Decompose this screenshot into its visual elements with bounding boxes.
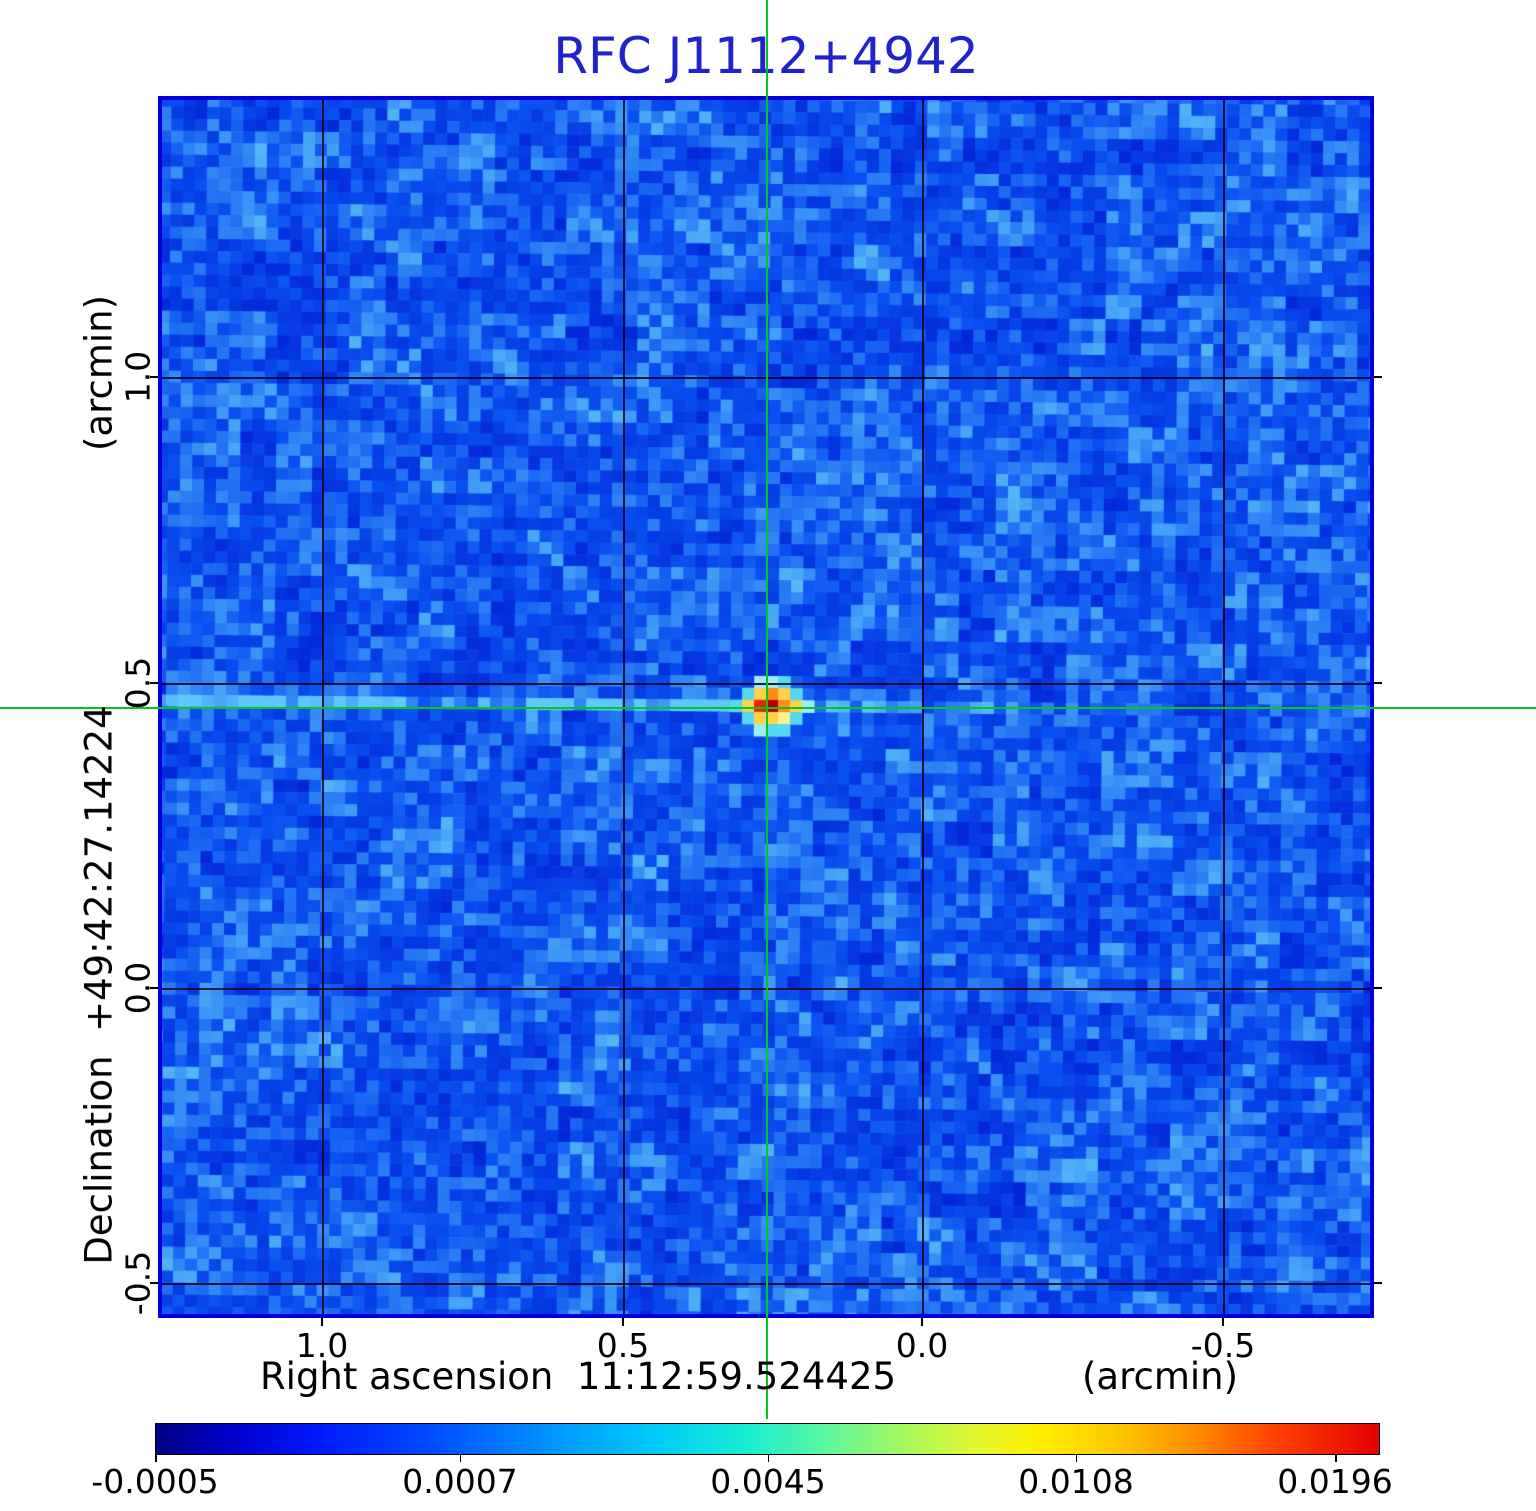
colorbar-tick-mark-0.0196 — [1335, 1455, 1337, 1462]
x-tick-label-0.0: 0.0 — [895, 1326, 949, 1365]
y-tick-mark-left-0.5 — [150, 682, 158, 684]
x-axis-name: Right ascension — [259, 1355, 554, 1398]
y-tick-label--0.5: -0.5 — [118, 1250, 158, 1316]
colorbar — [155, 1423, 1380, 1455]
colorbar-label-0: -0.0005 — [91, 1462, 219, 1501]
y-axis-crosshair-value: +49:42:27.14224 — [77, 705, 121, 1032]
x-tick-mark-0.5 — [622, 1318, 624, 1326]
x-axis-spacer — [553, 1355, 577, 1398]
y-tick-mark-left-0.0 — [150, 987, 158, 989]
y-tick-label-1.0: 1.0 — [118, 350, 158, 404]
y-tick-label-0.5: 0.5 — [118, 656, 158, 710]
colorbar-label-1: 0.0007 — [402, 1462, 518, 1501]
colorbar-label-2: 0.0045 — [710, 1462, 826, 1501]
x-axis-unit-label: (arcmin) — [1081, 1355, 1239, 1398]
colorbar-label-4: 0.0196 — [1277, 1462, 1393, 1501]
x-tick-label-0.5: 0.5 — [596, 1326, 650, 1365]
x-tick-label--0.5: -0.5 — [1190, 1326, 1256, 1365]
plot-title: RFC J1112+4942 — [553, 27, 979, 85]
y-tick-label-0.0: 0.0 — [118, 961, 158, 1015]
y-tick-mark-left-1.0 — [150, 376, 158, 378]
colorbar-tick-mark--0.0005 — [155, 1455, 157, 1462]
colorbar-tick-mark-0.0045 — [767, 1455, 770, 1462]
x-tick-mark-1.0 — [321, 1318, 323, 1326]
x-tick-mark-0.0 — [921, 1318, 923, 1326]
colorbar-tick-mark-0.0108 — [1075, 1455, 1078, 1462]
y-axis-name: Declination — [77, 1055, 121, 1265]
x-tick-label-1.0: 1.0 — [295, 1326, 349, 1365]
y-axis-title: Declination +49:42:27.14224 — [78, 705, 121, 1264]
y-tick-mark-right--0.5 — [1374, 1282, 1382, 1284]
colorbar-label-3: 0.0108 — [1018, 1462, 1134, 1501]
x-tick-mark--0.5 — [1222, 1318, 1224, 1326]
y-axis-spacer — [78, 1032, 121, 1056]
x-axis-title: Right ascension 11:12:59.524425 — [260, 1355, 896, 1398]
y-tick-mark-right-1.0 — [1374, 376, 1382, 378]
y-tick-mark-right-0.5 — [1374, 682, 1382, 684]
colorbar-tick-mark-0.0007 — [459, 1455, 462, 1462]
y-axis-unit-label: (arcmin) — [77, 294, 121, 452]
y-tick-mark-left--0.5 — [150, 1282, 158, 1284]
crosshair-vertical-line — [766, 0, 768, 1419]
crosshair-horizontal-line — [0, 707, 1536, 709]
x-axis-crosshair-value: 11:12:59.524425 — [576, 1355, 897, 1398]
y-tick-mark-right-0.0 — [1374, 987, 1382, 989]
